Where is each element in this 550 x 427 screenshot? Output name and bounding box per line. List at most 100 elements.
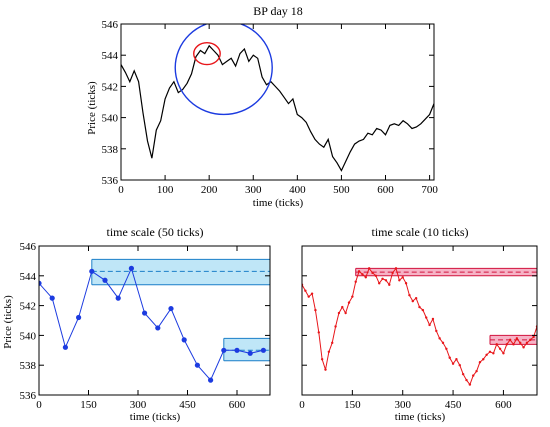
data-point [508, 338, 512, 342]
data-point [317, 331, 320, 334]
data-point [451, 362, 455, 365]
data-point [221, 347, 227, 353]
data-point [341, 305, 344, 309]
data-point [465, 378, 468, 382]
data-point [181, 337, 187, 343]
data-point [498, 347, 502, 351]
y-tick-label: 546 [20, 241, 37, 253]
confidence-band [91, 259, 270, 285]
data-point [398, 279, 401, 282]
data-point [522, 346, 525, 349]
axes-frame [301, 245, 538, 396]
x-axis-label: time (ticks) [253, 197, 304, 209]
y-tick-label: 538 [102, 144, 119, 156]
series-line [121, 44, 434, 172]
data-point [519, 341, 522, 345]
data-point [488, 350, 492, 353]
x-tick-label: 0 [36, 399, 42, 411]
data-point [76, 314, 82, 321]
data-point [461, 372, 465, 376]
data-point [505, 343, 508, 346]
data-point [532, 335, 535, 339]
data-point [347, 301, 351, 304]
data-point [404, 282, 408, 285]
series-line [302, 267, 537, 386]
data-point [401, 276, 404, 279]
y-tick-label: 544 [20, 271, 37, 283]
y-tick-label: 542 [20, 301, 37, 313]
x-tick-label: 200 [201, 184, 218, 196]
data-point [388, 283, 391, 286]
data-point [371, 271, 374, 275]
plot-area [302, 267, 537, 386]
x-tick-label: 150 [80, 399, 97, 411]
data-point [62, 344, 68, 350]
data-point [448, 356, 451, 359]
x-axis-label: time (ticks) [130, 411, 181, 423]
x-tick-label: 300 [245, 184, 262, 196]
y-tick-label: 540 [20, 330, 37, 342]
data-point [344, 311, 347, 315]
data-point [478, 361, 482, 364]
data-point [445, 347, 448, 351]
data-point [208, 377, 214, 383]
data-point [502, 352, 505, 355]
x-tick-label: 600 [229, 399, 246, 411]
plot-area [39, 258, 270, 383]
chart-title: BP day 18 [253, 4, 303, 18]
x-tick-label: 450 [179, 399, 196, 411]
data-point [374, 274, 378, 277]
data-point [234, 347, 240, 353]
data-point [441, 341, 445, 345]
chart-title: time scale (50 ticks) [107, 225, 204, 239]
y-axis-label: Price (ticks) [86, 81, 98, 135]
data-point [482, 358, 485, 361]
data-point [364, 276, 367, 279]
data-point [155, 325, 161, 331]
data-point [168, 305, 174, 312]
data-point [475, 369, 478, 373]
data-point [391, 271, 394, 275]
chart-panel-top: BP day 18 time (ticks) Price (ticks) 0 10… [86, 4, 438, 209]
x-tick-label: 500 [333, 184, 350, 196]
data-point [425, 316, 428, 319]
chart-panel-bottom-right: time scale (10 ticks) time (ticks) 0 150 3… [299, 225, 538, 423]
y-tick-label: 536 [102, 175, 119, 187]
data-point [89, 268, 95, 274]
data-point [431, 317, 435, 321]
data-point [458, 364, 461, 367]
data-point [260, 347, 266, 353]
plot-area [121, 24, 434, 172]
data-point [314, 308, 317, 312]
x-tick-label: 600 [495, 399, 512, 411]
axes-frame [38, 245, 271, 396]
x-axis-label: time (ticks) [395, 411, 446, 423]
data-point [515, 337, 519, 340]
axes-frame [120, 23, 435, 181]
data-point [39, 280, 42, 286]
x-tick-label: 600 [377, 184, 394, 196]
confidence-band [490, 335, 537, 345]
x-tick-label: 150 [344, 399, 361, 411]
data-point [512, 343, 515, 346]
data-point [247, 350, 253, 356]
annotation-circle [193, 42, 221, 66]
data-point [128, 265, 134, 271]
y-tick-label: 542 [102, 81, 119, 93]
data-point [455, 358, 458, 361]
y-axis-label: Price (ticks) [2, 295, 14, 349]
data-point [525, 341, 529, 345]
data-point [320, 358, 324, 361]
data-point [334, 325, 337, 328]
x-tick-label: 0 [299, 399, 305, 411]
data-point [418, 305, 421, 309]
x-tick-label: 300 [130, 399, 147, 411]
data-point [304, 289, 307, 292]
annotation-circle [174, 24, 273, 116]
x-tick-label: 700 [421, 184, 438, 196]
data-point [378, 282, 381, 285]
data-point [310, 292, 314, 295]
data-point [357, 270, 361, 273]
data-point [361, 273, 364, 276]
x-tick-label: 0 [118, 184, 124, 196]
